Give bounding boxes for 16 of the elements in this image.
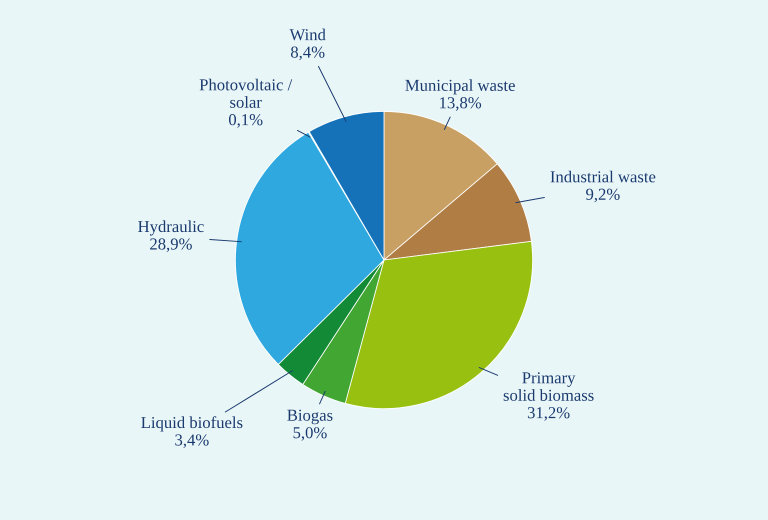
slice-label: Biogas bbox=[287, 410, 332, 424]
slice-label: Industrial waste bbox=[550, 170, 656, 182]
data-label: 3,4% bbox=[175, 434, 209, 448]
slice-label: Municipal waste bbox=[405, 79, 515, 94]
slice-label: Liquid biofuels bbox=[141, 416, 242, 432]
slice-label: Photovoltaic / solar bbox=[200, 78, 292, 108]
data-label: 5,0% bbox=[294, 427, 327, 441]
data-label: 8,4% bbox=[290, 46, 324, 60]
data-label: 0,1% bbox=[228, 114, 262, 128]
data-label: 9,2% bbox=[586, 188, 620, 202]
data-label: 13,8% bbox=[440, 97, 482, 111]
slice-label: Hydraulic bbox=[138, 220, 204, 236]
data-label: 28,9% bbox=[150, 238, 192, 252]
data-label: 31,2% bbox=[528, 407, 570, 421]
slice-label: Primary solid biomass bbox=[504, 372, 594, 401]
slice-label: Wind bbox=[290, 28, 326, 40]
